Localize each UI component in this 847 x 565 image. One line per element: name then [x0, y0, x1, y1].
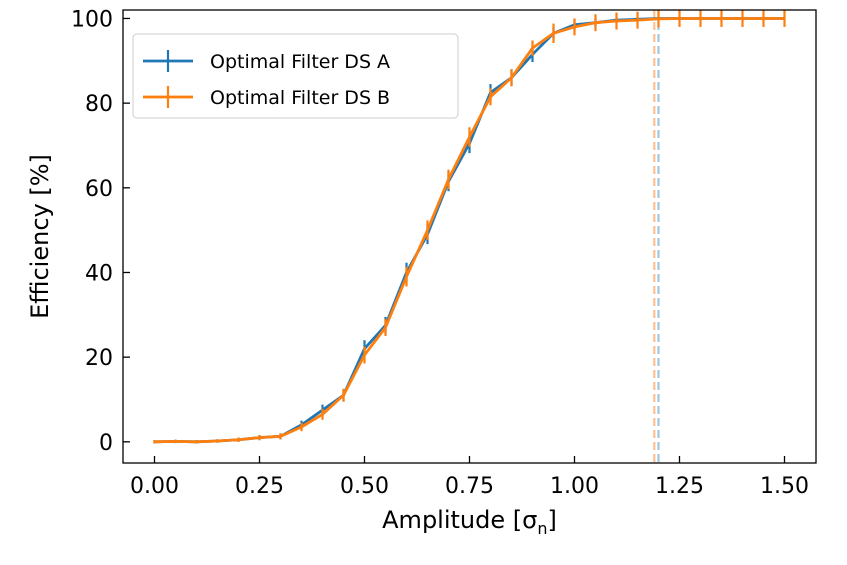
y-tick-label: 20 — [85, 346, 113, 371]
series-b — [153, 10, 786, 444]
x-axis-label: Amplitude [σn] — [382, 506, 557, 538]
y-tick-label: 60 — [85, 177, 113, 202]
x-tick-label: 1.25 — [655, 474, 704, 499]
series-line-b — [154, 17, 785, 444]
plot-area — [153, 10, 786, 463]
y-tick-label: 40 — [85, 261, 113, 286]
x-tick-label: 1.00 — [550, 474, 599, 499]
y-tick-label: 0 — [99, 431, 113, 456]
x-tick-label: 0.25 — [235, 474, 284, 499]
legend-item-a: Optimal Filter DS A — [143, 50, 390, 73]
y-axis-label: Efficiency [%] — [26, 154, 54, 319]
legend: Optimal Filter DS A Optimal Filter DS B — [132, 33, 459, 119]
x-tick-label: 0.75 — [445, 474, 494, 499]
legend-label-a: Optimal Filter DS A — [210, 51, 390, 73]
x-tick-label: 1.50 — [760, 474, 809, 499]
axis-ticks: 0.00 0.25 0.50 0.75 1.00 1.25 1.50 0 20 40 60 80 100 — [71, 7, 809, 499]
legend-box — [132, 33, 459, 119]
x-tick-label: 0.00 — [130, 474, 179, 499]
y-tick-label: 100 — [71, 7, 113, 32]
legend-item-b: Optimal Filter DS B — [143, 86, 390, 109]
x-axis-label-subscript: n — [537, 519, 547, 538]
y-tick-label: 80 — [85, 92, 113, 117]
x-tick-label: 0.50 — [340, 474, 389, 499]
legend-label-b: Optimal Filter DS B — [210, 87, 390, 109]
